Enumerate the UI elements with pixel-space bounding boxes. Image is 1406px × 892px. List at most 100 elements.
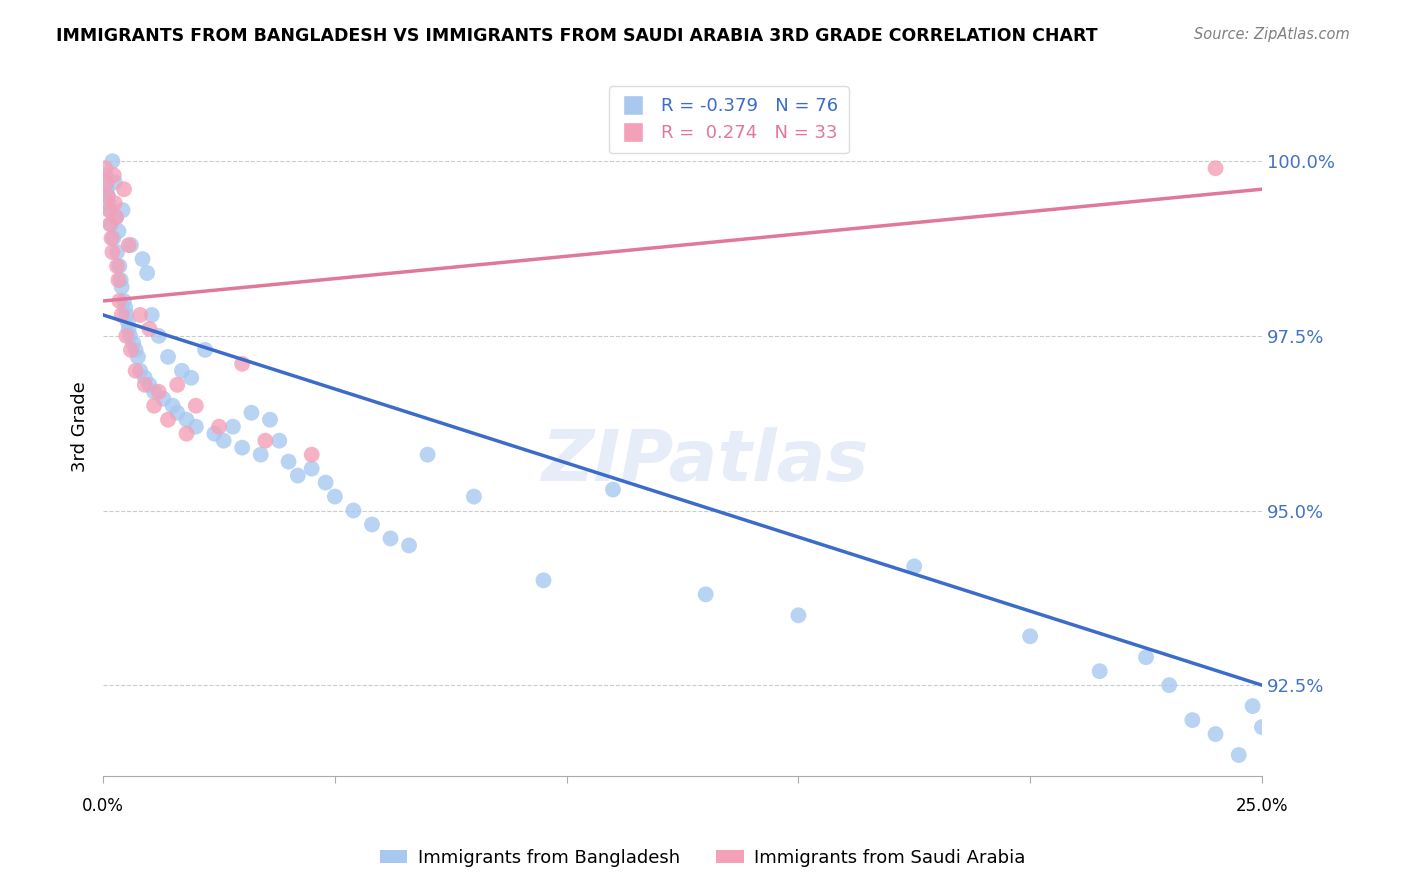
Point [103, 168, 125, 182]
Point [301, 448, 323, 462]
Point [117, 238, 139, 252]
Point [1181, 713, 1204, 727]
Point [117, 322, 139, 336]
Point [194, 343, 217, 357]
Point [129, 364, 152, 378]
Point [96, 182, 118, 196]
Point [231, 441, 253, 455]
Point [1159, 678, 1181, 692]
Point [114, 301, 136, 315]
Point [176, 426, 198, 441]
Point [94, 161, 117, 176]
Point [166, 377, 188, 392]
Point [108, 293, 131, 308]
Point [98, 203, 121, 218]
Point [105, 259, 128, 273]
Point [1241, 699, 1264, 714]
Point [115, 329, 138, 343]
Point [1135, 650, 1157, 665]
Legend: R = -0.379   N = 76, R =  0.274   N = 33: R = -0.379 N = 76, R = 0.274 N = 33 [609, 87, 849, 153]
Point [1227, 747, 1250, 762]
Point [97, 189, 120, 203]
Point [98, 203, 121, 218]
Point [111, 203, 134, 218]
Point [115, 308, 138, 322]
Point [695, 587, 717, 601]
Point [269, 434, 291, 448]
Point [463, 490, 485, 504]
Point [315, 475, 337, 490]
Point [1019, 629, 1042, 643]
Point [124, 343, 146, 357]
Point [105, 210, 128, 224]
Point [259, 413, 281, 427]
Point [105, 210, 128, 224]
Point [111, 308, 134, 322]
Point [148, 384, 170, 399]
Text: IMMIGRANTS FROM BANGLADESH VS IMMIGRANTS FROM SAUDI ARABIA 3RD GRADE CORRELATION: IMMIGRANTS FROM BANGLADESH VS IMMIGRANTS… [56, 27, 1098, 45]
Point [398, 538, 420, 552]
Point [112, 293, 135, 308]
Point [107, 224, 129, 238]
Point [120, 238, 142, 252]
Point [108, 259, 131, 273]
Point [124, 364, 146, 378]
Point [120, 343, 142, 357]
Point [129, 308, 152, 322]
Point [97, 189, 120, 203]
Point [180, 371, 202, 385]
Point [107, 273, 129, 287]
Point [143, 399, 166, 413]
Point [111, 280, 134, 294]
Point [602, 483, 624, 497]
Point [138, 322, 160, 336]
Point [157, 413, 180, 427]
Point [104, 196, 127, 211]
Point [118, 329, 141, 343]
Point [148, 329, 170, 343]
Point [110, 273, 132, 287]
Point [184, 399, 207, 413]
Legend: Immigrants from Bangladesh, Immigrants from Saudi Arabia: Immigrants from Bangladesh, Immigrants f… [373, 842, 1033, 874]
Point [152, 392, 174, 406]
Text: 25.0%: 25.0% [1236, 797, 1288, 815]
Text: 0.0%: 0.0% [82, 797, 124, 815]
Point [287, 468, 309, 483]
Point [117, 315, 139, 329]
Point [138, 377, 160, 392]
Point [254, 434, 277, 448]
Point [103, 231, 125, 245]
Point [162, 399, 184, 413]
Point [134, 371, 156, 385]
Point [136, 266, 159, 280]
Point [249, 448, 271, 462]
Point [101, 154, 124, 169]
Point [1205, 727, 1227, 741]
Point [212, 434, 235, 448]
Point [222, 419, 245, 434]
Point [166, 406, 188, 420]
Text: ZIPatlas: ZIPatlas [541, 427, 869, 496]
Point [112, 182, 135, 196]
Point [184, 419, 207, 434]
Point [131, 252, 153, 266]
Point [170, 364, 193, 378]
Point [202, 426, 225, 441]
Point [96, 175, 118, 189]
Point [361, 517, 384, 532]
Point [380, 532, 402, 546]
Point [176, 413, 198, 427]
Point [100, 217, 122, 231]
Point [533, 574, 555, 588]
Point [231, 357, 253, 371]
Point [127, 350, 149, 364]
Point [342, 503, 364, 517]
Point [416, 448, 439, 462]
Point [101, 245, 124, 260]
Text: Source: ZipAtlas.com: Source: ZipAtlas.com [1194, 27, 1350, 42]
Point [157, 350, 180, 364]
Point [1205, 161, 1227, 176]
Point [122, 335, 145, 350]
Point [277, 455, 299, 469]
Point [105, 245, 128, 260]
